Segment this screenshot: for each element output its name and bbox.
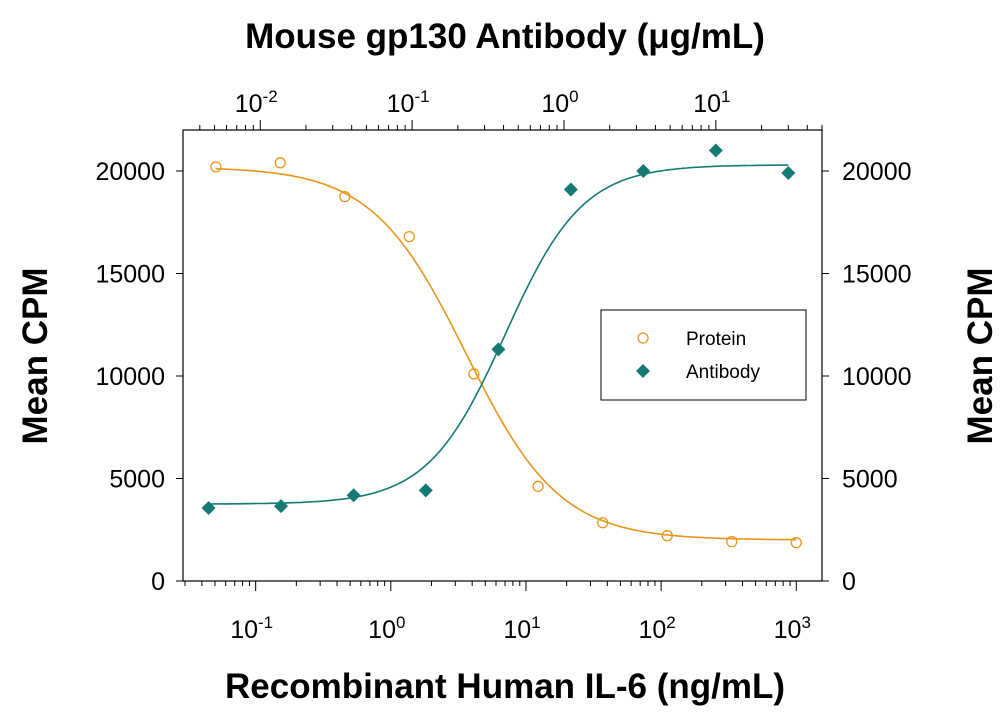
- data-point-protein: [403, 230, 415, 243]
- legend: Protein Antibody: [600, 309, 807, 401]
- data-point-protein: [790, 537, 802, 549]
- top-x-tick-label: 10-2: [235, 87, 278, 118]
- data-point-antibody: [274, 499, 289, 514]
- legend-label-protein: Protein: [686, 329, 746, 350]
- bottom-x-tick-label: 100: [368, 613, 405, 644]
- bottom-x-tick-label: 102: [638, 613, 675, 644]
- top-x-tick-label: 101: [693, 87, 730, 118]
- left-y-tick-label: 0: [151, 568, 165, 596]
- data-point-protein: [274, 157, 286, 169]
- data-point-antibody: [201, 501, 216, 516]
- data-point-antibody: [781, 166, 796, 181]
- right-y-tick-label: 10000: [842, 363, 912, 391]
- bottom-x-tick-label: 10-1: [230, 613, 273, 644]
- data-point-antibody: [636, 164, 651, 178]
- data-point-protein: [339, 190, 351, 203]
- data-point-antibody: [346, 488, 361, 503]
- right-y-tick-label: 5000: [842, 466, 898, 494]
- legend-marker-antibody: [636, 364, 650, 378]
- left-y-tick-label: 10000: [95, 363, 165, 391]
- data-point-antibody: [418, 483, 433, 498]
- data-point-protein: [468, 368, 480, 380]
- data-point-antibody: [708, 143, 723, 158]
- data-point-protein: [661, 530, 673, 542]
- left-axis-title: Mean CPM: [16, 268, 55, 445]
- top-x-tick-label: 100: [541, 87, 578, 118]
- data-point-protein: [726, 535, 738, 548]
- legend-marker-protein: [637, 332, 649, 344]
- data-point-antibody: [491, 342, 506, 357]
- legend-label-antibody: Antibody: [686, 362, 760, 383]
- right-y-tick-label: 0: [842, 568, 856, 596]
- left-y-tick-label: 20000: [95, 158, 165, 186]
- bottom-axis-title: Recombinant Human IL-6 (ng/mL): [225, 667, 785, 706]
- fit-curve-protein: [215, 167, 797, 541]
- left-y-tick-label: 5000: [109, 466, 165, 494]
- data-point-antibody: [563, 182, 578, 197]
- plot-frame: [182, 129, 823, 582]
- top-axis-title: Mouse gp130 Antibody (μg/mL): [245, 17, 765, 56]
- top-x-tick-label: 10-1: [387, 87, 430, 118]
- data-point-protein: [532, 480, 544, 492]
- left-y-tick-label: 15000: [95, 261, 165, 289]
- legend-box: [600, 309, 807, 401]
- right-y-tick-label: 15000: [842, 261, 912, 289]
- right-axis-title: Mean CPM: [961, 268, 1000, 445]
- bottom-x-tick-label: 101: [503, 613, 540, 644]
- data-point-protein: [210, 161, 222, 173]
- data-point-protein: [597, 517, 609, 529]
- bottom-x-tick-label: 103: [774, 613, 811, 644]
- right-y-tick-label: 20000: [842, 158, 912, 186]
